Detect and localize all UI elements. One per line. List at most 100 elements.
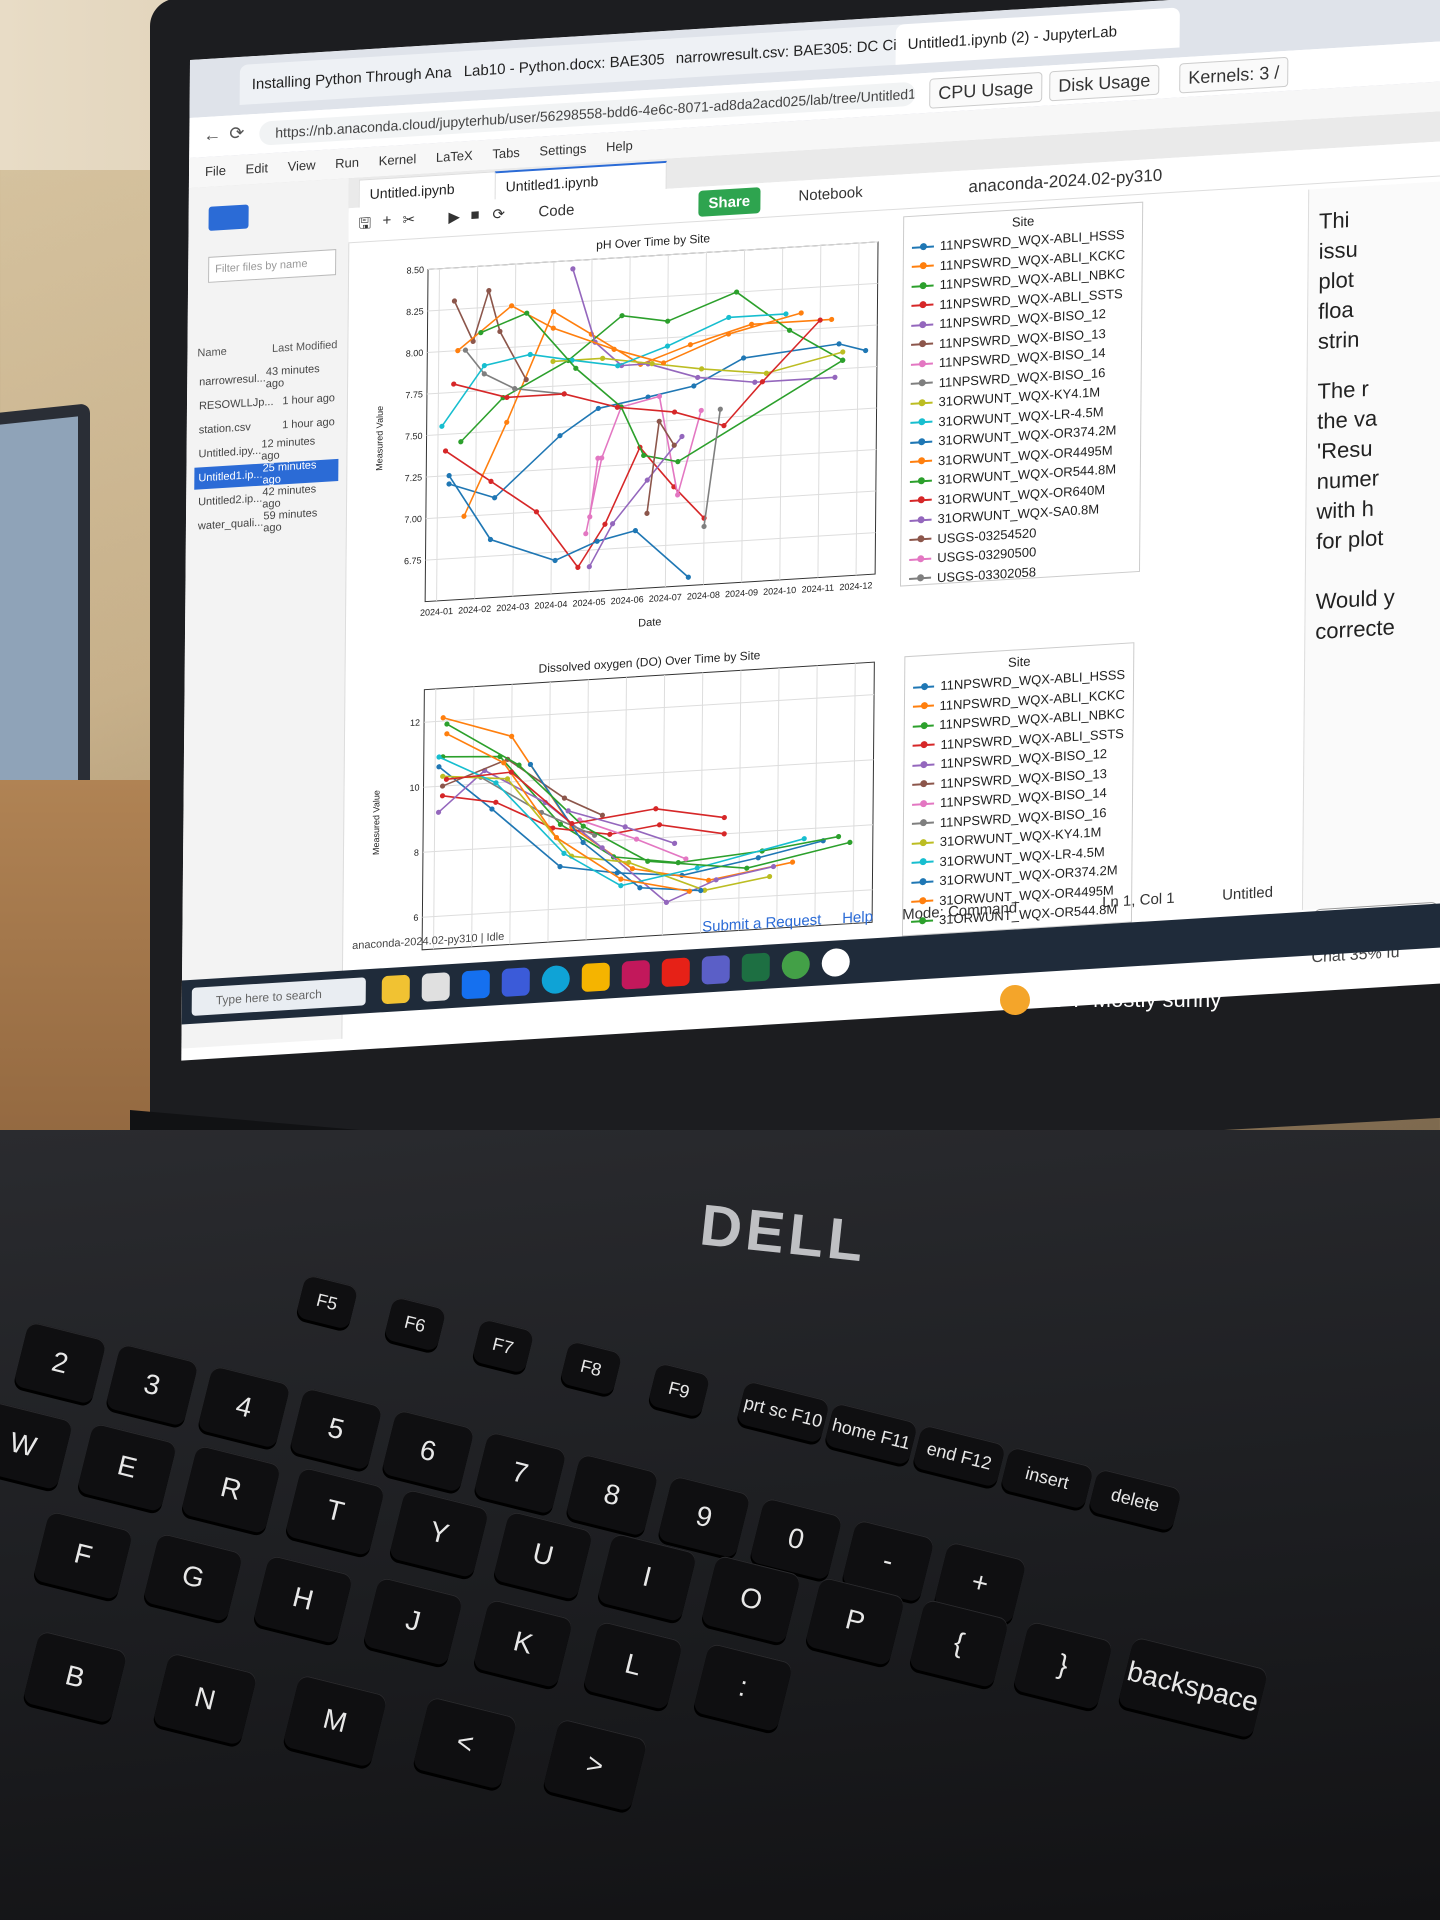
run-icon[interactable]: ▶	[448, 208, 461, 227]
key-home-f11[interactable]: home F11	[823, 1402, 919, 1467]
key-7[interactable]: 7	[473, 1431, 567, 1515]
menu-latex[interactable]: LaTeX	[435, 147, 473, 165]
restart-icon[interactable]: ⟳	[492, 205, 506, 224]
youtube-icon[interactable]	[661, 957, 690, 988]
outlook-icon[interactable]	[461, 969, 490, 1000]
menu-settings[interactable]: Settings	[539, 140, 587, 159]
file-filter-input[interactable]: Filter files by name	[208, 249, 337, 283]
browser-tab[interactable]: Installing Python Through Anac	[239, 51, 464, 105]
menu-kernel[interactable]: Kernel	[378, 151, 417, 169]
data-point	[553, 834, 560, 841]
taskbar-search[interactable]: Type here to search	[191, 977, 366, 1016]
cut-icon[interactable]: ✂	[402, 211, 416, 230]
key-f8[interactable]: F8	[559, 1340, 623, 1397]
menu-file[interactable]: File	[204, 162, 227, 180]
key-2[interactable]: 2	[13, 1321, 107, 1405]
key-b[interactable]: B	[22, 1630, 128, 1724]
mode-indicator[interactable]: Mode: Command	[902, 899, 1018, 924]
key-r[interactable]: R	[180, 1444, 282, 1534]
col-modified[interactable]: Last Modified	[271, 338, 338, 355]
menu-edit[interactable]: Edit	[245, 160, 269, 177]
key-end-f12[interactable]: end F12	[911, 1424, 1007, 1489]
teams-icon[interactable]	[701, 954, 730, 985]
copilot-icon[interactable]	[381, 974, 410, 1005]
weather-widget[interactable]: 50°F Mostly sunny	[1000, 985, 1221, 1015]
key--[interactable]: >	[542, 1718, 648, 1812]
excel-icon[interactable]	[741, 952, 770, 983]
disk-usage-widget[interactable]: Disk Usage	[1049, 64, 1160, 102]
key--[interactable]: <	[412, 1696, 518, 1790]
key-9[interactable]: 9	[657, 1475, 751, 1559]
key-6[interactable]: 6	[381, 1409, 475, 1493]
reload-icon[interactable]: ⟳	[229, 122, 245, 144]
share-button[interactable]: Share	[698, 187, 761, 217]
anaconda-icon[interactable]	[781, 950, 810, 980]
key-i[interactable]: I	[596, 1532, 698, 1622]
menu-help[interactable]: Help	[606, 137, 633, 155]
key-3[interactable]: 3	[105, 1343, 199, 1427]
cpu-usage-widget[interactable]: CPU Usage	[929, 71, 1043, 109]
key-backspace[interactable]: backspace	[1117, 1636, 1269, 1739]
cell-type-select[interactable]: Code	[538, 201, 575, 221]
key-j[interactable]: J	[362, 1576, 464, 1666]
key-l[interactable]: L	[582, 1620, 684, 1710]
stop-icon[interactable]: ■	[470, 206, 480, 224]
key-h[interactable]: H	[252, 1554, 354, 1644]
menu-tabs[interactable]: Tabs	[492, 144, 520, 162]
menu-run[interactable]: Run	[335, 154, 360, 172]
key-f6[interactable]: F6	[383, 1296, 447, 1353]
data-point	[504, 394, 510, 401]
key-insert[interactable]: insert	[999, 1446, 1095, 1511]
legend-swatch	[911, 819, 934, 827]
key-w[interactable]: W	[0, 1400, 74, 1490]
menu-view[interactable]: View	[287, 157, 316, 175]
key-5[interactable]: 5	[289, 1387, 383, 1471]
browser-tab[interactable]: Lab10 - Python.docx: BAE305: D	[451, 38, 676, 92]
key-g[interactable]: G	[142, 1532, 244, 1622]
key-f9[interactable]: F9	[647, 1362, 711, 1419]
key-4[interactable]: 4	[197, 1365, 291, 1449]
key-f[interactable]: F	[32, 1510, 134, 1600]
key-8[interactable]: 8	[565, 1453, 659, 1537]
key-prt-sc-f10[interactable]: prt sc F10	[735, 1380, 831, 1445]
data-point	[725, 331, 732, 337]
back-icon[interactable]: ←	[203, 124, 222, 146]
data-point	[783, 311, 789, 317]
cursor-position[interactable]: Ln 1, Col 1	[1102, 889, 1175, 912]
key--[interactable]: }	[1012, 1620, 1114, 1710]
save-icon[interactable]: 🖫	[358, 214, 372, 233]
key--[interactable]: :	[692, 1642, 794, 1732]
chat-message-line: for plot	[1316, 524, 1384, 555]
notebook-link[interactable]: Notebook	[798, 183, 863, 205]
key-y[interactable]: Y	[388, 1488, 490, 1578]
key-u[interactable]: U	[492, 1510, 594, 1600]
key-e[interactable]: E	[76, 1422, 178, 1512]
kernel-name[interactable]: anaconda-2024.02-py310	[968, 165, 1163, 197]
y-tick-label: 8.00	[406, 348, 424, 359]
key-m[interactable]: M	[282, 1674, 388, 1768]
snipping-tool-icon[interactable]	[821, 947, 850, 978]
key-f7[interactable]: F7	[471, 1318, 535, 1375]
app-icon[interactable]	[501, 967, 530, 997]
browser-tab[interactable]: narrowresult.csv: BAE305: DC Circ	[663, 24, 908, 80]
x-tick-label: 2024-11	[802, 583, 834, 595]
store-icon[interactable]	[421, 972, 450, 1002]
col-name[interactable]: Name	[197, 345, 227, 360]
add-cell-icon[interactable]: +	[382, 211, 392, 230]
kernels-widget[interactable]: Kernels: 3 /	[1179, 56, 1289, 94]
submit-request-link[interactable]: Submit a Request	[702, 911, 822, 936]
key-k[interactable]: K	[472, 1598, 574, 1688]
key-f5[interactable]: F5	[295, 1274, 359, 1331]
new-launcher-button[interactable]	[208, 204, 249, 231]
key-delete[interactable]: delete	[1087, 1468, 1183, 1533]
edge-icon[interactable]	[541, 964, 570, 995]
m365-icon[interactable]	[621, 959, 650, 990]
file-explorer-icon[interactable]	[581, 962, 610, 993]
data-point	[755, 855, 761, 861]
key-t[interactable]: T	[284, 1466, 386, 1556]
help-link[interactable]: Help	[842, 908, 874, 928]
browser-tab-active[interactable]: Untitled1.ipynb (2) - JupyterLab	[895, 7, 1180, 65]
key-n[interactable]: N	[152, 1652, 258, 1746]
data-point	[748, 321, 755, 327]
data-point	[615, 363, 621, 369]
